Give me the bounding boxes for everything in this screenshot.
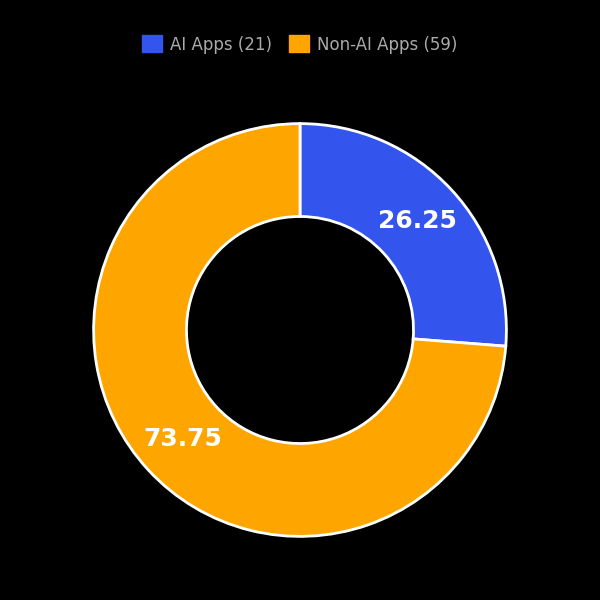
Legend: AI Apps (21), Non-AI Apps (59): AI Apps (21), Non-AI Apps (59): [136, 29, 464, 60]
Text: 26.25: 26.25: [378, 209, 457, 233]
Wedge shape: [300, 124, 506, 346]
Text: 73.75: 73.75: [143, 427, 222, 451]
Wedge shape: [94, 124, 506, 536]
